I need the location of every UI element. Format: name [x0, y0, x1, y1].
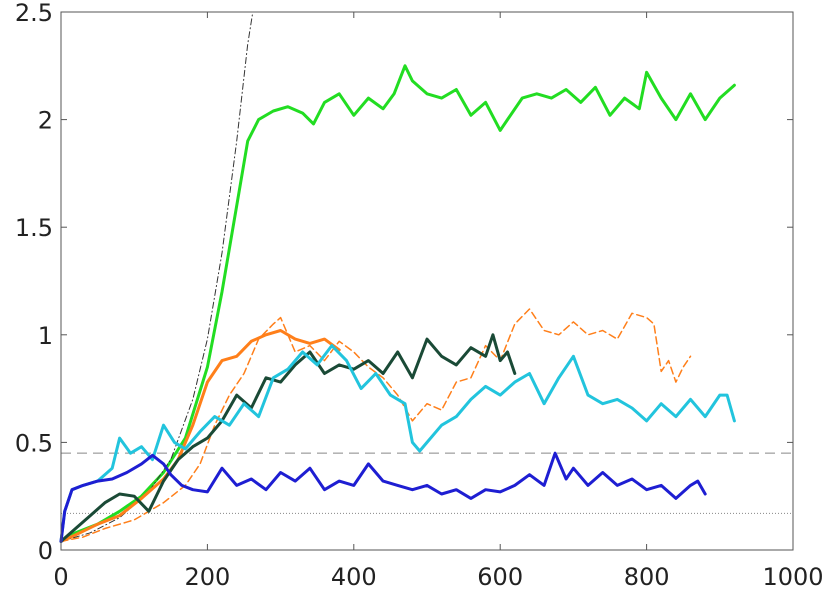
y-tick-label: 0.5 [15, 429, 53, 457]
x-tick-label: 400 [331, 563, 377, 591]
y-tick-label: 1 [38, 322, 53, 350]
x-tick-label: 200 [184, 563, 230, 591]
y-tick-label: 0 [38, 537, 53, 565]
series-line-4 [60, 308, 692, 543]
plot-frame [60, 11, 794, 551]
series-layer [59, 11, 736, 543]
series-line-1 [59, 64, 736, 543]
series-line-3 [59, 329, 341, 543]
y-tick-label: 2.5 [15, 0, 53, 27]
x-tick-label: 0 [53, 563, 68, 591]
y-tick-label: 2 [38, 107, 53, 135]
series-line-6 [59, 344, 736, 543]
series-line-2 [60, 11, 254, 542]
x-tick-label: 800 [624, 563, 670, 591]
reference-lines [61, 452, 793, 514]
series-line-7 [59, 451, 707, 543]
ticks-layer: 0 200 400 600 800 1000 0 0.5 1 1.5 2 2.5 [15, 0, 824, 591]
y-tick-label: 1.5 [15, 214, 53, 242]
series-line-5 [59, 333, 517, 543]
x-tick-label: 600 [477, 563, 523, 591]
x-tick-label: 1000 [762, 563, 823, 591]
